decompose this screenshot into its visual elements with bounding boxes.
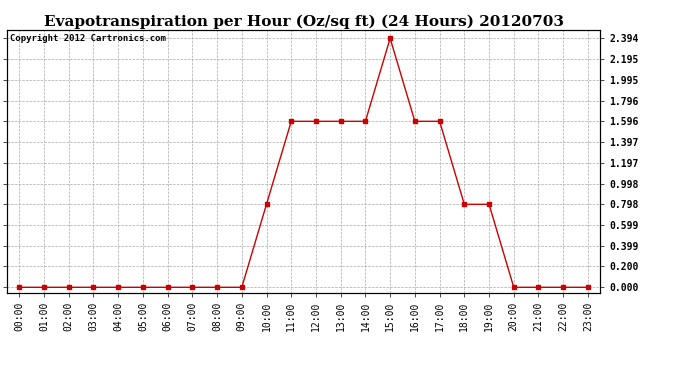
- Text: Copyright 2012 Cartronics.com: Copyright 2012 Cartronics.com: [10, 34, 166, 43]
- Text: Evapotranspiration per Hour (Oz/sq ft) (24 Hours) 20120703: Evapotranspiration per Hour (Oz/sq ft) (…: [43, 15, 564, 29]
